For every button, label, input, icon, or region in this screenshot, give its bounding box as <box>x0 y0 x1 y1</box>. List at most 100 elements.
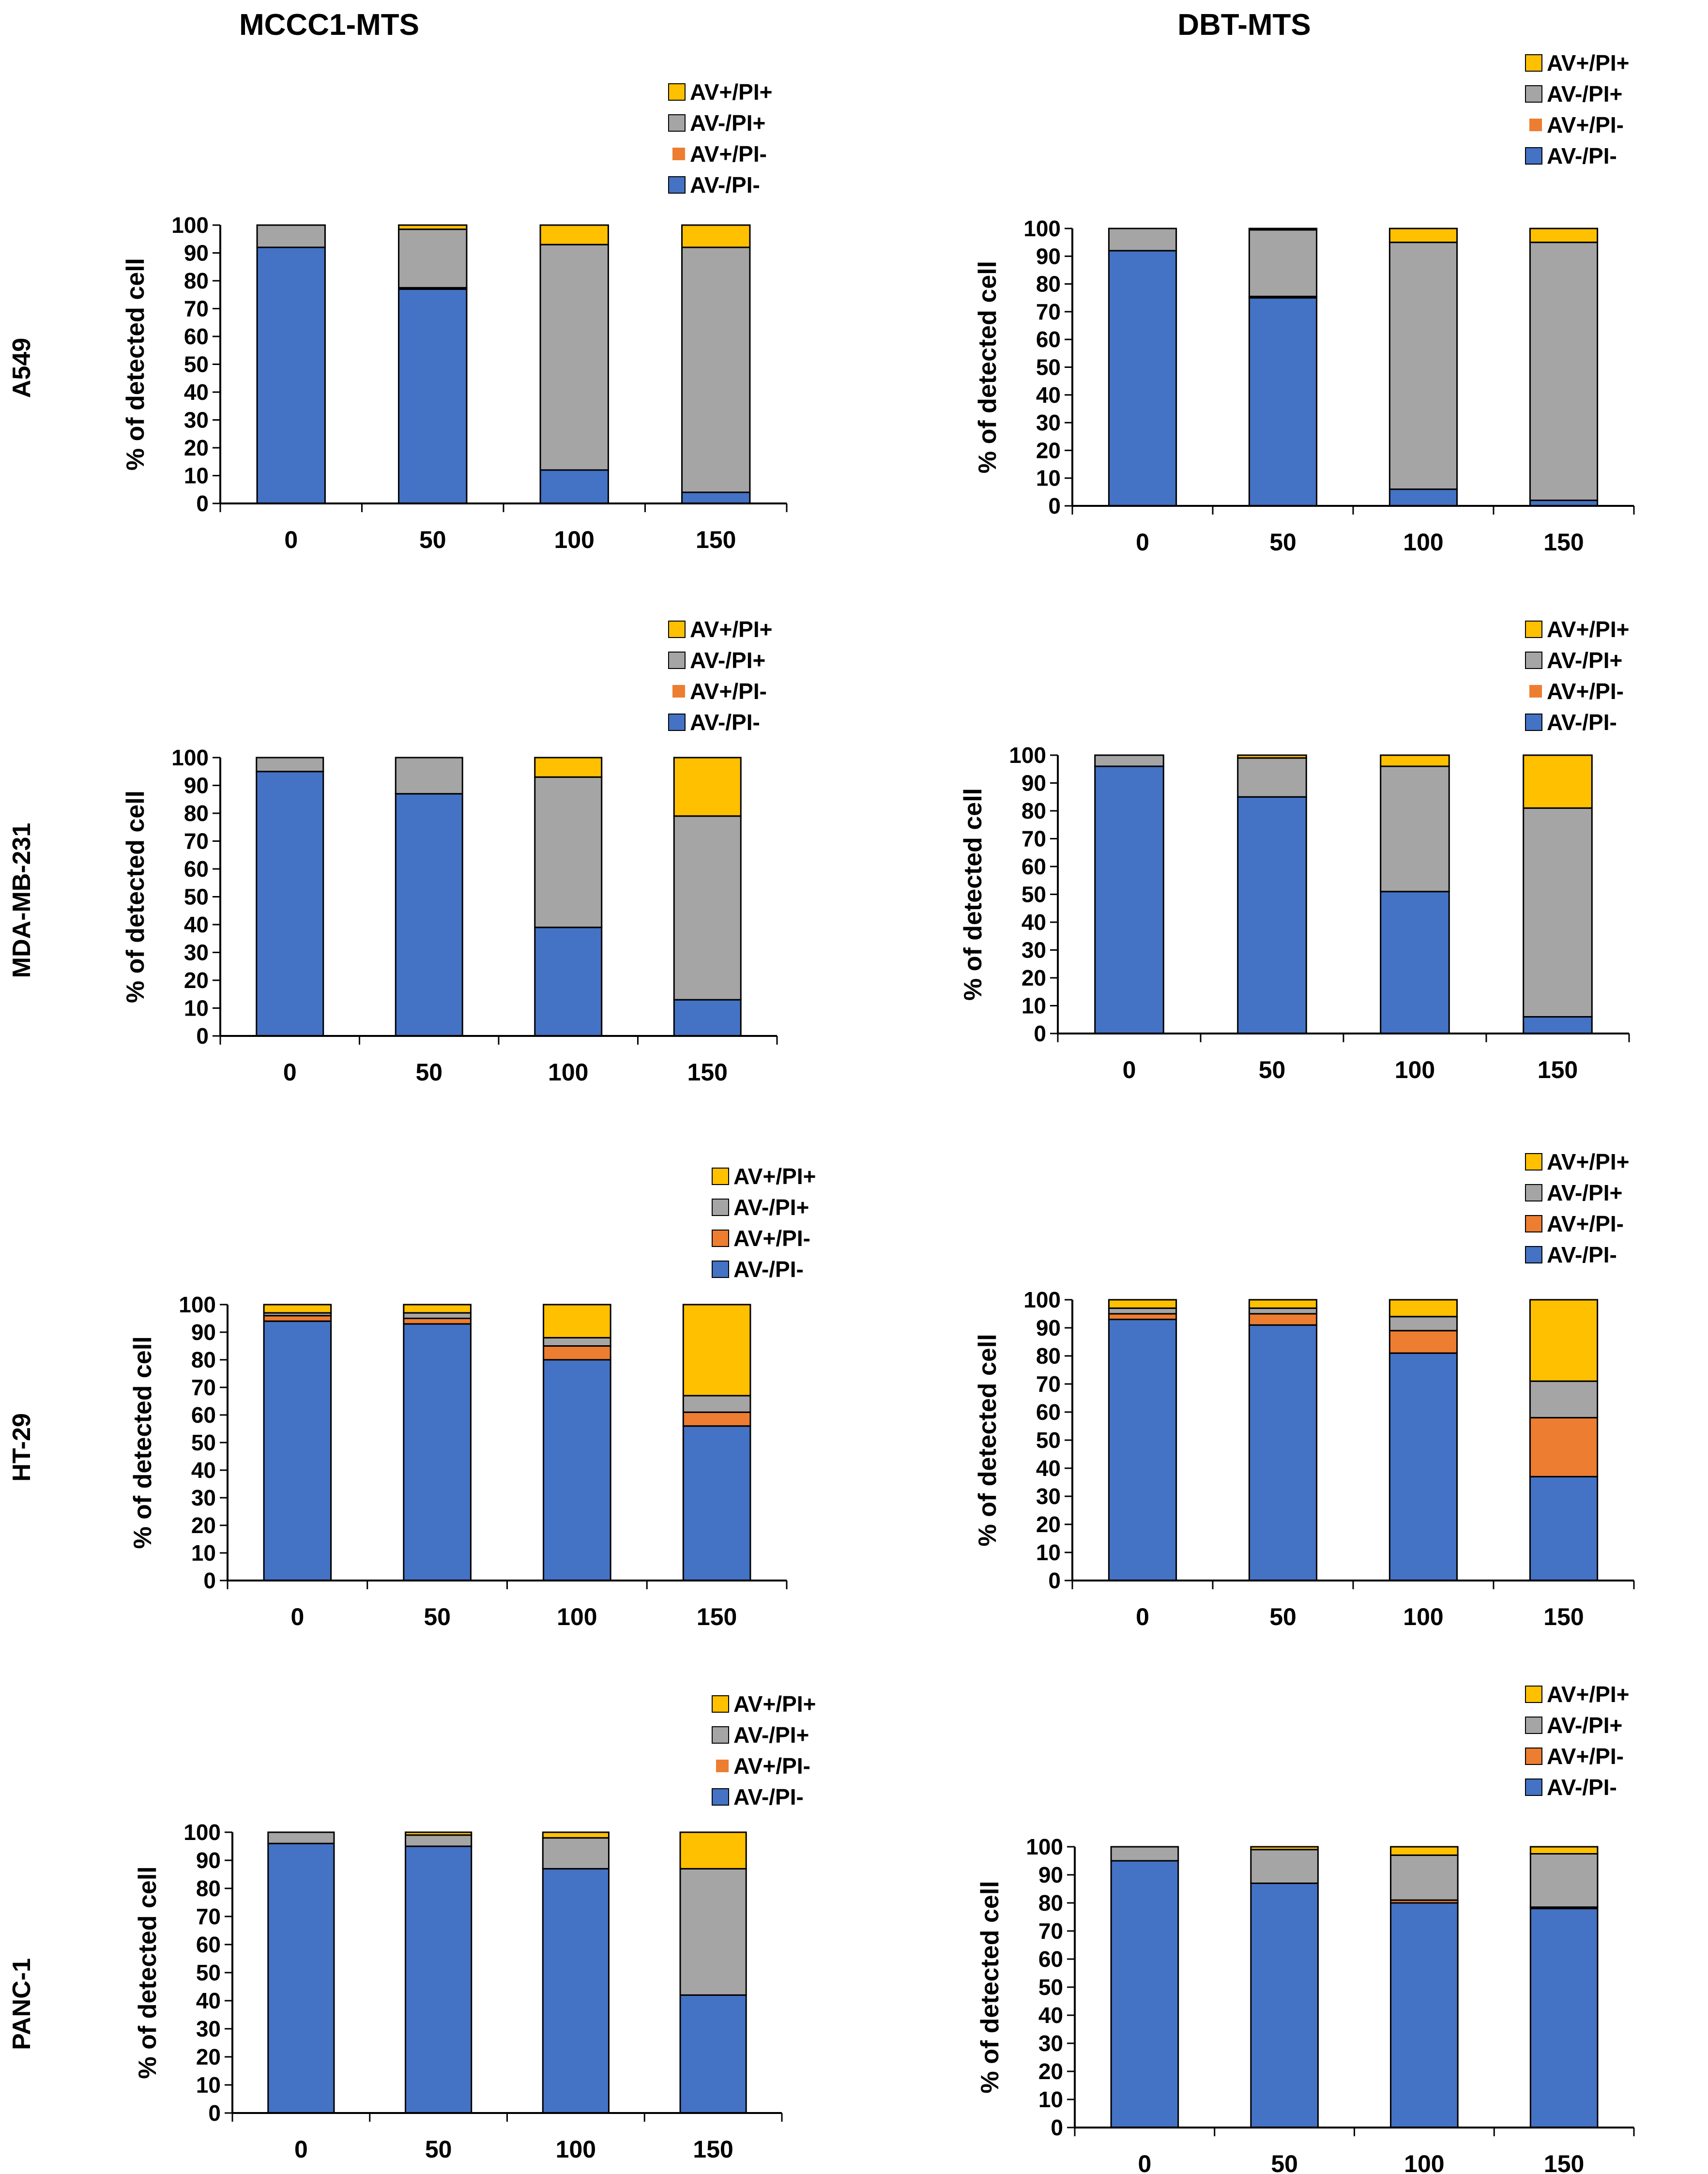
y-tick-label-ht-29-dbt-mts-10: 10 <box>1036 1540 1061 1565</box>
legend-label-mda-mb-231-dbt-mts-av-pi: AV-/PI- <box>1547 710 1617 735</box>
bar-panc-1-mccc1-mts-150-av-pi <box>679 1831 747 1870</box>
y-tick-label-a549-mccc1-mts-20: 20 <box>184 435 209 460</box>
y-tick-label-a549-mccc1-mts-70: 70 <box>184 296 209 321</box>
y-tick-label-mda-mb-231-mccc1-mts-80: 80 <box>184 801 209 826</box>
bar-mda-mb-231-mccc1-mts-0-av-pi <box>256 757 324 773</box>
y-tick-label-ht-29-dbt-mts-40: 40 <box>1036 1456 1061 1481</box>
legend-swatch-mda-mb-231-dbt-mts-av-pi <box>1525 621 1542 638</box>
legend-label-a549-mccc1-mts-av-pi: AV-/PI- <box>690 172 760 198</box>
legend-swatch-mda-mb-231-dbt-mts-av-pi <box>1529 685 1542 698</box>
y-tick-label-panc-1-mccc1-mts-80: 80 <box>196 1876 221 1901</box>
bar-ht-29-dbt-mts-100-av-pi <box>1388 1299 1458 1318</box>
legend-swatch-ht-29-dbt-mts-av-pi <box>1525 1246 1542 1263</box>
bar-a549-mccc1-mts-50-av-pi <box>398 224 468 230</box>
y-tick-label-mda-mb-231-mccc1-mts-60: 60 <box>184 856 209 882</box>
bar-panc-1-dbt-mts-100-av-pi <box>1390 1902 1459 2128</box>
y-tick-label-mda-mb-231-dbt-mts-40: 40 <box>1022 910 1046 935</box>
x-tick-label-mda-mb-231-mccc1-mts-50: 50 <box>415 1059 442 1086</box>
legend-label-ht-29-mccc1-mts-av-pi: AV+/PI- <box>733 1226 810 1251</box>
y-tick-label-mda-mb-231-dbt-mts-0: 0 <box>1034 1021 1046 1046</box>
x-tick-label-a549-mccc1-mts-150: 150 <box>696 526 736 553</box>
bar-mda-mb-231-dbt-mts-50-av-pi <box>1237 796 1307 1034</box>
bar-ht-29-dbt-mts-150-av-pi <box>1529 1417 1599 1477</box>
y-tick-label-ht-29-mccc1-mts-30: 30 <box>191 1485 216 1510</box>
legend-label-panc-1-mccc1-mts-av-pi: AV+/PI+ <box>733 1691 816 1717</box>
legend-label-mda-mb-231-mccc1-mts-av-pi: AV-/PI+ <box>690 648 765 673</box>
y-tick-label-ht-29-mccc1-mts-50: 50 <box>191 1430 216 1455</box>
legend-label-mda-mb-231-dbt-mts-av-pi: AV+/PI- <box>1547 679 1624 704</box>
y-tick-label-mda-mb-231-dbt-mts-60: 60 <box>1022 854 1046 879</box>
x-tick-label-panc-1-dbt-mts-100: 100 <box>1404 2150 1444 2174</box>
y-tick-label-mda-mb-231-dbt-mts-70: 70 <box>1022 826 1046 851</box>
x-tick-label-a549-mccc1-mts-0: 0 <box>284 526 298 553</box>
bar-ht-29-dbt-mts-150-av-pi <box>1529 1299 1599 1382</box>
x-tick-label-ht-29-dbt-mts-50: 50 <box>1269 1603 1296 1630</box>
y-axis-title-mda-mb-231-mccc1-mts: % of detected cell <box>122 791 150 1003</box>
x-tick-label-mda-mb-231-mccc1-mts-0: 0 <box>283 1059 297 1086</box>
bar-ht-29-dbt-mts-100-av-pi <box>1388 1352 1458 1581</box>
y-tick-label-mda-mb-231-mccc1-mts-100: 100 <box>171 745 209 770</box>
y-tick-label-ht-29-dbt-mts-90: 90 <box>1036 1315 1061 1340</box>
bar-mda-mb-231-mccc1-mts-150-av-pi <box>673 999 742 1037</box>
legend-label-a549-dbt-mts-av-pi: AV-/PI+ <box>1547 81 1622 106</box>
y-tick-label-panc-1-mccc1-mts-70: 70 <box>196 1904 221 1929</box>
legend-label-a549-mccc1-mts-av-pi: AV+/PI+ <box>690 79 772 105</box>
bar-ht-29-mccc1-mts-150-av-pi <box>682 1395 751 1413</box>
y-tick-label-mda-mb-231-mccc1-mts-40: 40 <box>184 912 209 937</box>
bar-mda-mb-231-mccc1-mts-50-av-pi <box>395 793 463 1037</box>
bar-mda-mb-231-dbt-mts-50-av-pi <box>1237 754 1307 759</box>
legend-swatch-ht-29-dbt-mts-av-pi <box>1525 1215 1542 1232</box>
bar-ht-29-dbt-mts-100-av-pi <box>1388 1330 1458 1354</box>
row-label-mda-mb-231: MDA-MB-231 <box>8 823 36 978</box>
bar-a549-dbt-mts-100-av-pi <box>1388 488 1458 507</box>
bar-panc-1-mccc1-mts-50-av-pi <box>405 1831 473 1836</box>
y-tick-label-ht-29-mccc1-mts-70: 70 <box>191 1375 216 1400</box>
y-axis-title-ht-29-dbt-mts: % of detected cell <box>974 1334 1002 1546</box>
bar-mda-mb-231-dbt-mts-100-av-pi <box>1380 891 1450 1034</box>
bar-a549-dbt-mts-100-av-pi <box>1388 228 1458 243</box>
y-tick-label-panc-1-dbt-mts-50: 50 <box>1038 1975 1063 2000</box>
x-tick-label-a549-mccc1-mts-50: 50 <box>419 526 446 553</box>
y-tick-label-panc-1-dbt-mts-80: 80 <box>1038 1890 1063 1916</box>
bar-a549-mccc1-mts-50-av-pi <box>398 288 468 504</box>
legend-label-ht-29-mccc1-mts-av-pi: AV-/PI- <box>733 1257 804 1282</box>
y-axis-title-mda-mb-231-dbt-mts: % of detected cell <box>959 788 987 1001</box>
y-tick-label-panc-1-dbt-mts-10: 10 <box>1038 2087 1063 2112</box>
y-axis-title-a549-mccc1-mts: % of detected cell <box>122 258 150 471</box>
legend-label-panc-1-dbt-mts-av-pi: AV+/PI- <box>1547 1744 1624 1769</box>
y-tick-label-panc-1-mccc1-mts-60: 60 <box>196 1932 221 1957</box>
bar-ht-29-mccc1-mts-50-av-pi <box>403 1323 472 1581</box>
x-tick-label-mda-mb-231-dbt-mts-100: 100 <box>1395 1056 1435 1083</box>
y-tick-label-panc-1-mccc1-mts-100: 100 <box>183 1820 221 1845</box>
bar-panc-1-mccc1-mts-150-av-pi <box>679 1868 747 1996</box>
y-tick-label-mda-mb-231-mccc1-mts-30: 30 <box>184 940 209 965</box>
legend-swatch-a549-mccc1-mts-av-pi <box>668 176 686 194</box>
legend-label-ht-29-dbt-mts-av-pi: AV-/PI+ <box>1547 1180 1622 1205</box>
legend-swatch-a549-mccc1-mts-av-pi <box>668 83 686 101</box>
bar-a549-dbt-mts-50-av-pi <box>1248 297 1318 507</box>
legend-label-ht-29-mccc1-mts-av-pi: AV+/PI+ <box>733 1164 816 1189</box>
legend-swatch-panc-1-mccc1-mts-av-pi <box>712 1695 729 1713</box>
legend-swatch-a549-mccc1-mts-av-pi <box>668 114 686 132</box>
y-tick-label-a549-mccc1-mts-0: 0 <box>196 491 209 516</box>
x-tick-label-a549-dbt-mts-50: 50 <box>1269 529 1296 556</box>
bar-mda-mb-231-dbt-mts-100-av-pi <box>1380 765 1450 893</box>
bar-panc-1-mccc1-mts-100-av-pi <box>542 1868 610 2114</box>
bar-ht-29-mccc1-mts-150-av-pi <box>682 1304 751 1397</box>
y-tick-label-mda-mb-231-mccc1-mts-90: 90 <box>184 773 209 798</box>
legend-swatch-mda-mb-231-mccc1-mts-av-pi <box>668 652 686 669</box>
bar-ht-29-mccc1-mts-0-av-pi <box>263 1320 332 1581</box>
x-tick-label-a549-dbt-mts-100: 100 <box>1403 529 1443 556</box>
x-tick-label-panc-1-mccc1-mts-50: 50 <box>425 2136 452 2163</box>
legend-swatch-panc-1-dbt-mts-av-pi <box>1525 1748 1542 1765</box>
y-tick-label-a549-dbt-mts-20: 20 <box>1036 438 1061 463</box>
y-tick-label-panc-1-dbt-mts-90: 90 <box>1038 1862 1063 1887</box>
y-tick-label-ht-29-mccc1-mts-60: 60 <box>191 1402 216 1428</box>
y-tick-label-a549-dbt-mts-40: 40 <box>1036 382 1061 408</box>
bar-ht-29-dbt-mts-50-av-pi <box>1248 1313 1318 1326</box>
bar-ht-29-dbt-mts-150-av-pi <box>1529 1475 1599 1581</box>
bar-a549-dbt-mts-0-av-pi <box>1108 250 1177 507</box>
x-tick-label-a549-mccc1-mts-100: 100 <box>554 526 595 553</box>
bar-ht-29-mccc1-mts-100-av-pi <box>543 1359 611 1581</box>
legend-swatch-mda-mb-231-dbt-mts-av-pi <box>1525 652 1542 669</box>
